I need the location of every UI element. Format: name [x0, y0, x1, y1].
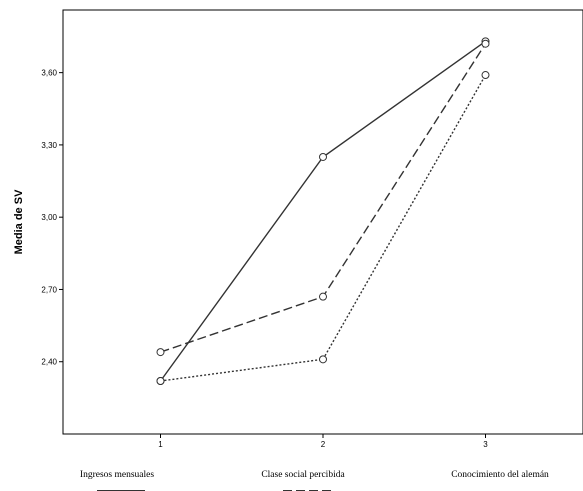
y-tick-label: 2,40	[41, 358, 57, 367]
series-line-1	[159, 40, 486, 382]
x-tick-label: 2	[321, 440, 326, 449]
series-3-point	[481, 71, 490, 80]
legend-label: Ingresos mensuales	[80, 470, 154, 480]
legend-label: Clase social percibida	[261, 470, 345, 480]
series-3-point	[319, 355, 327, 364]
legend: Ingresos mensuales Clase social percibida…	[80, 470, 549, 491]
series-lines	[159, 40, 487, 382]
y-axis-ticks: 2,40 2,70 3,00 3,30 3,60	[41, 69, 63, 367]
plot-frame	[62, 9, 583, 435]
series-2-point	[156, 348, 165, 357]
y-tick-label: 3,30	[41, 141, 57, 150]
series-1-point	[319, 152, 327, 161]
series-points	[156, 37, 490, 385]
y-tick-label: 3,00	[41, 213, 57, 222]
series-2-point	[481, 39, 490, 48]
series-line-3	[160, 74, 487, 382]
x-tick-label: 1	[158, 440, 163, 449]
x-tick-label: 3	[483, 440, 488, 449]
x-axis-ticks: 1 2 3	[158, 434, 488, 449]
legend-label: Conocimiento del alemán	[451, 470, 549, 480]
y-tick-label: 2,70	[41, 285, 57, 294]
series-2-point	[319, 292, 327, 301]
y-tick-label: 3,60	[41, 69, 57, 78]
series-line-2	[160, 43, 487, 353]
y-axis-label: Media de SV	[13, 189, 25, 254]
series-3-point	[156, 377, 165, 385]
